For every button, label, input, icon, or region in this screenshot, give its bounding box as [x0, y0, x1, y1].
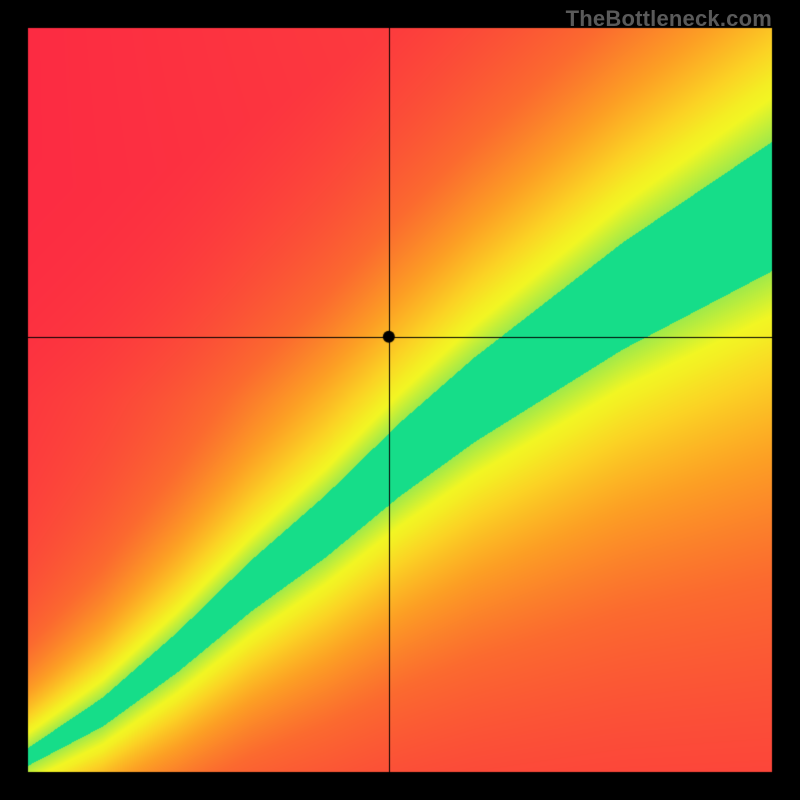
heatmap-canvas [0, 0, 800, 800]
watermark-text: TheBottleneck.com [566, 6, 772, 32]
chart-container: TheBottleneck.com [0, 0, 800, 800]
